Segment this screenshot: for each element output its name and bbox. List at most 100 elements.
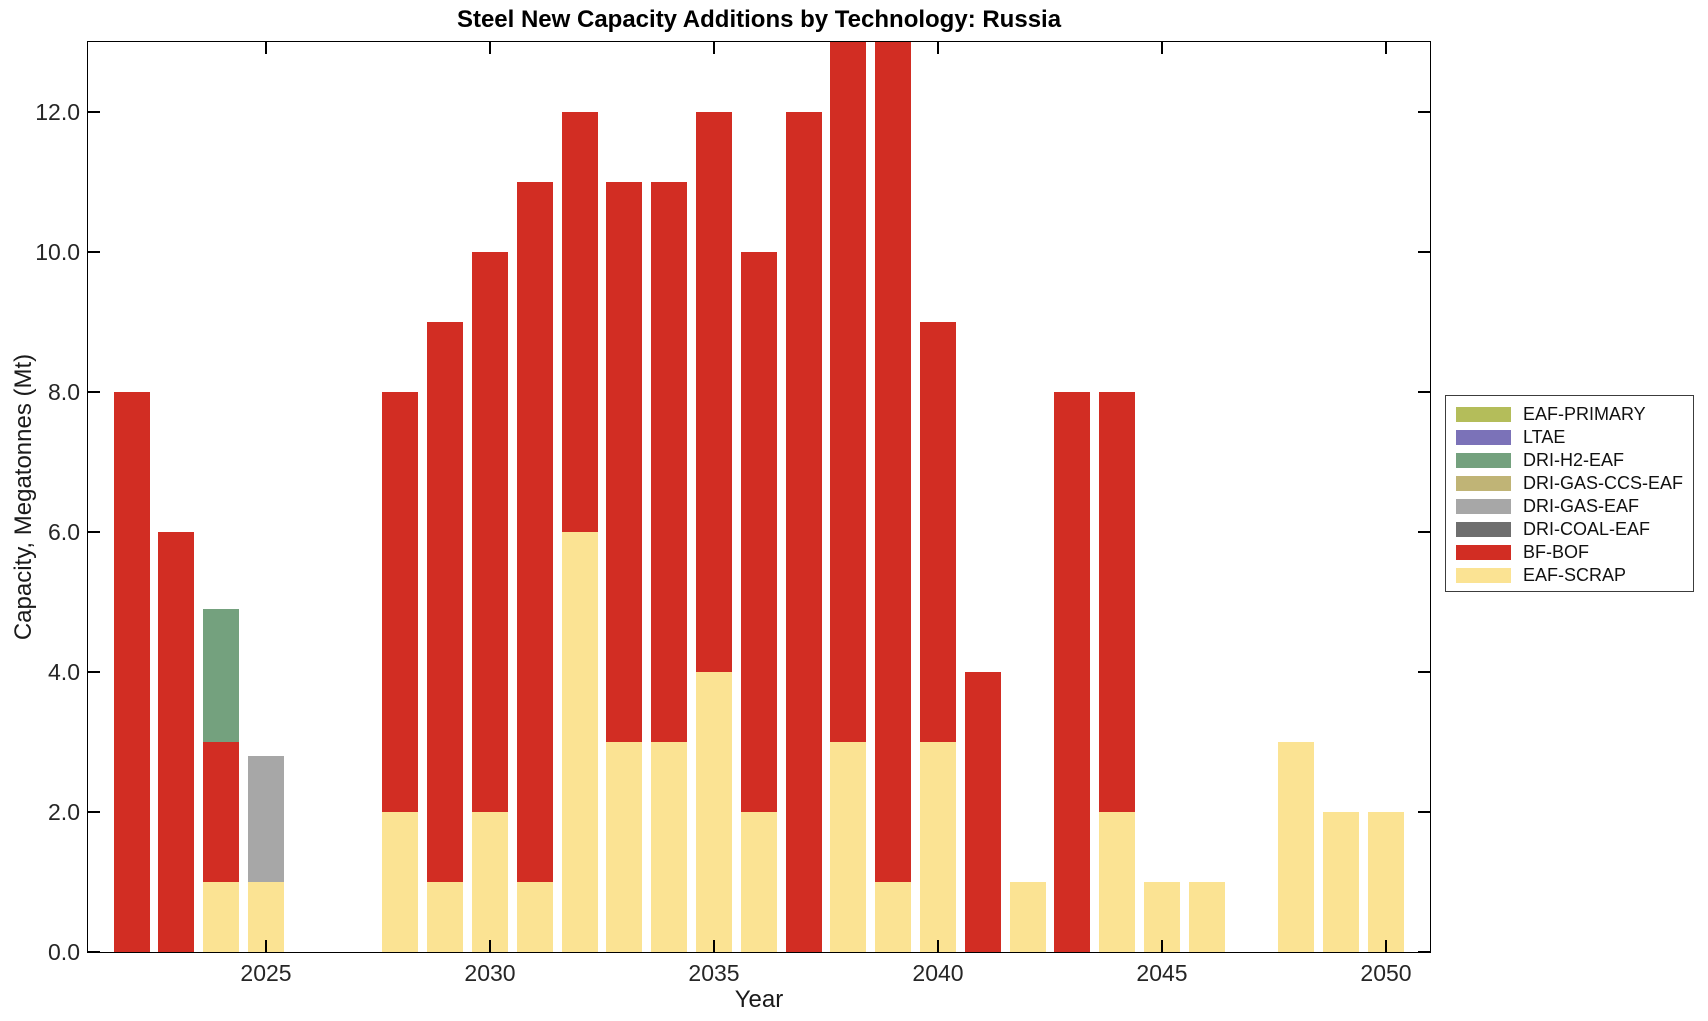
bar-segment-2035-EAF-SCRAP [696, 672, 732, 952]
x-tick-top [489, 42, 491, 54]
bar-segment-2025-DRI-GAS-EAF [248, 756, 284, 882]
legend-item-DRI-H2-EAF: DRI-H2-EAF [1456, 449, 1693, 472]
x-tick-top [265, 42, 267, 54]
x-tick-label: 2045 [1136, 960, 1188, 986]
legend-label: LTAE [1523, 427, 1566, 447]
bar-segment-2033-EAF-SCRAP [606, 742, 643, 952]
y-tick-right [1418, 111, 1430, 113]
legend-swatch-BF-BOF [1456, 545, 1511, 560]
legend-swatch-LTAE [1456, 430, 1511, 445]
bar-segment-2022-BF-BOF [113, 392, 150, 952]
bar-segment-2038-EAF-SCRAP [830, 742, 867, 952]
bar-segment-2028-BF-BOF [382, 392, 419, 812]
x-tick-label: 2030 [464, 960, 516, 986]
bar-segment-2023-BF-BOF [158, 532, 195, 952]
x-axis-label: Year [734, 986, 784, 1013]
bar-segment-2024-BF-BOF [203, 742, 240, 882]
bar-segment-2039-EAF-SCRAP [875, 882, 912, 952]
y-tick-left [88, 391, 100, 393]
bar-segment-2032-EAF-SCRAP [561, 532, 598, 952]
y-tick-label: 2.0 [48, 799, 80, 825]
legend-item-EAF-PRIMARY: EAF-PRIMARY [1456, 403, 1693, 426]
legend-item-LTAE: LTAE [1456, 426, 1693, 449]
bar-segment-2030-EAF-SCRAP [472, 812, 508, 952]
y-tick-right [1418, 391, 1430, 393]
x-tick-top [937, 42, 939, 54]
y-tick-left [88, 111, 100, 113]
bar-segment-2030-BF-BOF [472, 252, 508, 812]
bar-segment-2042-EAF-SCRAP [1009, 882, 1046, 952]
legend: EAF-PRIMARY LTAE DRI-H2-EAF DRI-GAS-CCS-EAF… [1445, 395, 1694, 592]
bar-segment-2028-EAF-SCRAP [382, 812, 419, 952]
legend-label: BF-BOF [1523, 542, 1589, 562]
x-tick-top [713, 42, 715, 54]
bar-segment-2050-EAF-SCRAP [1368, 812, 1404, 952]
y-tick-label: 0.0 [48, 939, 80, 965]
legend-item-EAF-SCRAP: EAF-SCRAP [1456, 564, 1693, 587]
legend-swatch-DRI-GAS-EAF [1456, 499, 1511, 514]
y-tick-right [1418, 951, 1430, 953]
x-tick-bottom [1385, 940, 1387, 952]
bar-segment-2044-EAF-SCRAP [1099, 812, 1136, 952]
x-tick-bottom [489, 940, 491, 952]
y-tick-right [1418, 531, 1430, 533]
y-tick-left [88, 671, 100, 673]
y-tick-right [1418, 251, 1430, 253]
y-tick-label: 12.0 [35, 99, 80, 125]
y-tick-label: 8.0 [48, 379, 80, 405]
x-tick-label: 2050 [1360, 960, 1412, 986]
legend-label: EAF-PRIMARY [1523, 404, 1646, 424]
x-tick-label: 2035 [688, 960, 740, 986]
legend-item-DRI-GAS-EAF: DRI-GAS-EAF [1456, 495, 1693, 518]
y-tick-left [88, 951, 100, 953]
bar-segment-2048-EAF-SCRAP [1278, 742, 1315, 952]
chart-title: Steel New Capacity Additions by Technolo… [456, 6, 1062, 33]
bar-segment-2031-EAF-SCRAP [516, 882, 553, 952]
bar-segment-2035-BF-BOF [696, 112, 732, 672]
x-tick-label: 2040 [912, 960, 964, 986]
legend-item-BF-BOF: BF-BOF [1456, 541, 1693, 564]
bar-segment-2041-BF-BOF [964, 672, 1001, 952]
y-tick-right [1418, 671, 1430, 673]
legend-swatch-EAF-PRIMARY [1456, 407, 1511, 422]
legend-label: DRI-H2-EAF [1523, 450, 1625, 470]
bar-segment-2034-BF-BOF [651, 182, 688, 742]
bar-segment-2036-EAF-SCRAP [740, 812, 777, 952]
legend-label: DRI-COAL-EAF [1523, 519, 1651, 539]
x-tick-top [1161, 42, 1163, 54]
bar-segment-2046-EAF-SCRAP [1188, 882, 1225, 952]
bar-segment-2038-BF-BOF [830, 42, 867, 742]
bar-segment-2032-BF-BOF [561, 112, 598, 532]
bar-segment-2029-EAF-SCRAP [427, 882, 464, 952]
legend-label: DRI-GAS-CCS-EAF [1523, 473, 1684, 493]
bar-segment-2040-EAF-SCRAP [920, 742, 956, 952]
bar-segment-2039-BF-BOF [875, 42, 912, 882]
y-tick-label: 10.0 [35, 239, 80, 265]
x-tick-bottom [937, 940, 939, 952]
y-tick-left [88, 811, 100, 813]
y-tick-left [88, 531, 100, 533]
legend-swatch-DRI-H2-EAF [1456, 453, 1511, 468]
legend-swatch-DRI-GAS-CCS-EAF [1456, 476, 1511, 491]
legend-item-DRI-GAS-CCS-EAF: DRI-GAS-CCS-EAF [1456, 472, 1693, 495]
legend-item-DRI-COAL-EAF: DRI-COAL-EAF [1456, 518, 1693, 541]
x-tick-bottom [713, 940, 715, 952]
bar-segment-2024-EAF-SCRAP [203, 882, 240, 952]
bar-segment-2037-BF-BOF [785, 112, 822, 952]
bar-segment-2036-BF-BOF [740, 252, 777, 812]
legend-swatch-EAF-SCRAP [1456, 568, 1511, 583]
x-tick-top [1385, 42, 1387, 54]
bar-segment-2040-BF-BOF [920, 322, 956, 742]
x-tick-label: 2025 [240, 960, 292, 986]
bar-segment-2031-BF-BOF [516, 182, 553, 882]
bar-segment-2034-EAF-SCRAP [651, 742, 688, 952]
bar-segment-2044-BF-BOF [1099, 392, 1136, 812]
y-tick-label: 6.0 [48, 519, 80, 545]
x-tick-bottom [1161, 940, 1163, 952]
bar-segment-2033-BF-BOF [606, 182, 643, 742]
legend-label: EAF-SCRAP [1523, 565, 1627, 585]
x-tick-bottom [265, 940, 267, 952]
legend-label: DRI-GAS-EAF [1523, 496, 1640, 516]
bar-segment-2024-DRI-H2-EAF [203, 609, 240, 742]
